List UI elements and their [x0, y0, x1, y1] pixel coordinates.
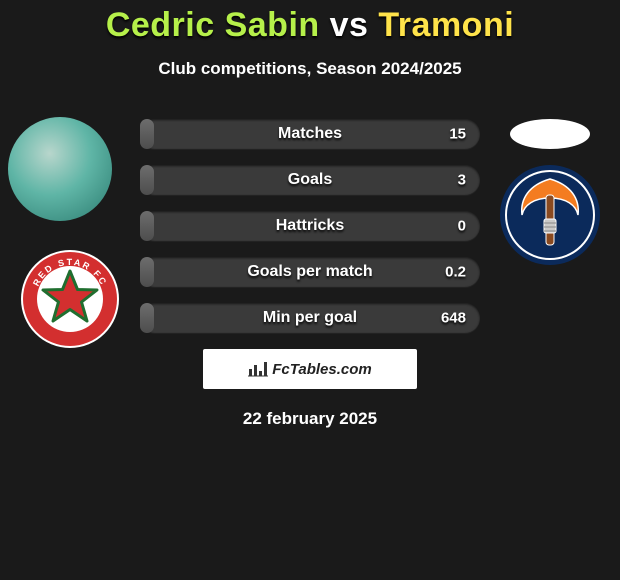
stat-bar: Matches15 — [140, 119, 480, 149]
brand-text: FcTables.com — [272, 361, 371, 378]
club-badge-redstar: RED STAR FC 1 8 9 7 — [20, 249, 120, 354]
brand-box[interactable]: FcTables.com — [203, 349, 417, 389]
stat-bar-value: 3 — [458, 172, 466, 189]
redstar-icon: RED STAR FC 1 8 9 7 — [20, 249, 120, 349]
page-title: Cedric Sabin vs Tramoni — [0, 0, 620, 45]
title-vs: vs — [330, 6, 369, 44]
stat-bar-value: 0.2 — [445, 264, 466, 281]
stat-bar-label: Goals — [140, 171, 480, 189]
stat-bar: Hattricks0 — [140, 211, 480, 241]
stat-bar: Goals per match0.2 — [140, 257, 480, 287]
stat-bar: Min per goal648 — [140, 303, 480, 333]
stat-bar-label: Goals per match — [140, 263, 480, 281]
title-player2: Tramoni — [378, 6, 514, 44]
stat-bar-value: 0 — [458, 218, 466, 235]
stat-bar-label: Matches — [140, 125, 480, 143]
stat-bar-value: 648 — [441, 310, 466, 327]
tappara-icon — [500, 165, 600, 265]
stat-bar-label: Hattricks — [140, 217, 480, 235]
stat-bar-label: Min per goal — [140, 309, 480, 327]
avatar-right-placeholder — [510, 119, 590, 149]
club-badge-tappara — [500, 165, 600, 270]
subtitle: Club competitions, Season 2024/2025 — [0, 59, 620, 79]
stat-bar: Goals3 — [140, 165, 480, 195]
stat-bar-value: 15 — [449, 126, 466, 143]
title-player1: Cedric Sabin — [106, 6, 320, 44]
avatar-left — [8, 117, 112, 221]
stat-bars: Matches15 Goals3 Hattricks0 Goals per match… — [140, 117, 480, 333]
date-text: 22 february 2025 — [0, 409, 620, 429]
content-area: RED STAR FC 1 8 9 7 Matches15 Goals3 Hattr… — [0, 117, 620, 429]
chart-icon — [248, 361, 268, 377]
